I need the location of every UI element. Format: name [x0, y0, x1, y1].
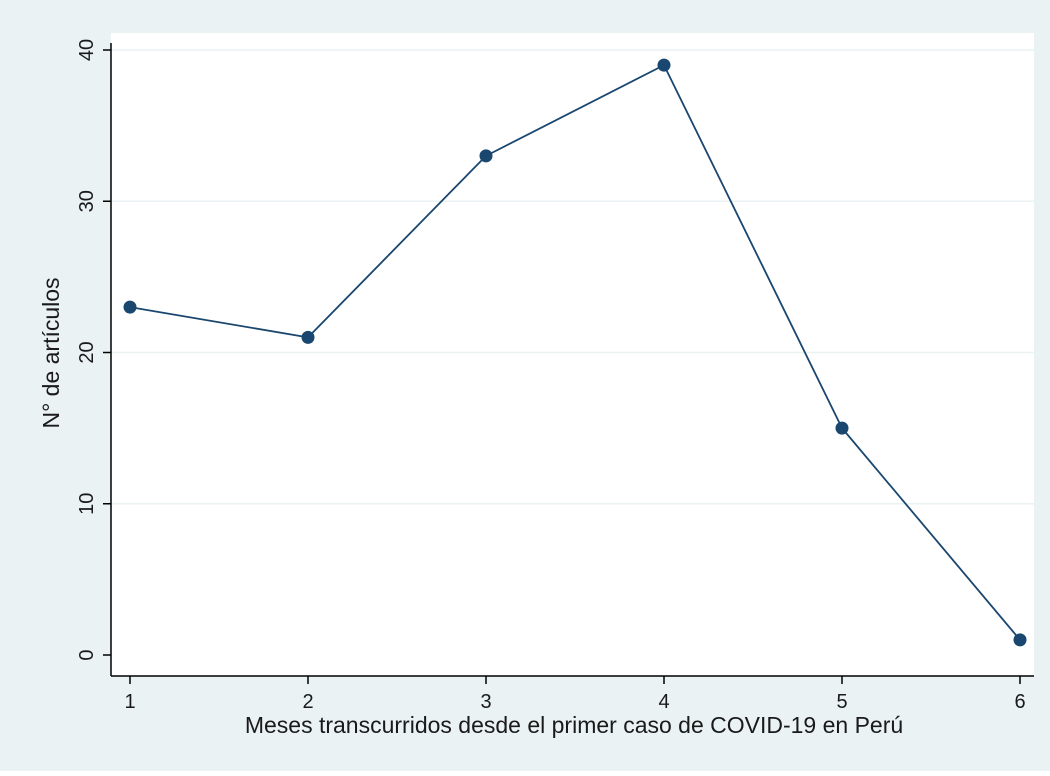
x-tick-label: 4 — [658, 691, 669, 713]
data-point — [1013, 633, 1027, 647]
x-tick-label: 1 — [124, 691, 135, 713]
y-tick-label: 20 — [76, 341, 98, 363]
gridlines — [111, 49, 1034, 505]
y-axis-title: N° de artículos — [38, 277, 64, 428]
axes: 0 10 20 30 40 1 2 3 4 5 6 — [76, 39, 1034, 713]
y-tick-label: 40 — [76, 39, 98, 61]
series-line — [129, 64, 1021, 641]
plot-area — [111, 33, 1034, 676]
data-point — [123, 300, 137, 314]
data-point — [657, 58, 671, 72]
x-tick-label: 3 — [480, 691, 491, 713]
y-tick-label: 30 — [76, 190, 98, 212]
data-point — [835, 421, 849, 435]
x-axis-title: Meses transcurridos desde el primer caso… — [245, 712, 903, 738]
x-tick-label: 6 — [1014, 691, 1025, 713]
data-point — [301, 330, 315, 344]
y-tick-label: 0 — [76, 649, 98, 660]
y-tick-label: 10 — [76, 493, 98, 515]
x-tick-label: 2 — [302, 691, 313, 713]
x-tick-label: 5 — [836, 691, 847, 713]
data-point — [479, 149, 493, 163]
series — [123, 58, 1027, 647]
